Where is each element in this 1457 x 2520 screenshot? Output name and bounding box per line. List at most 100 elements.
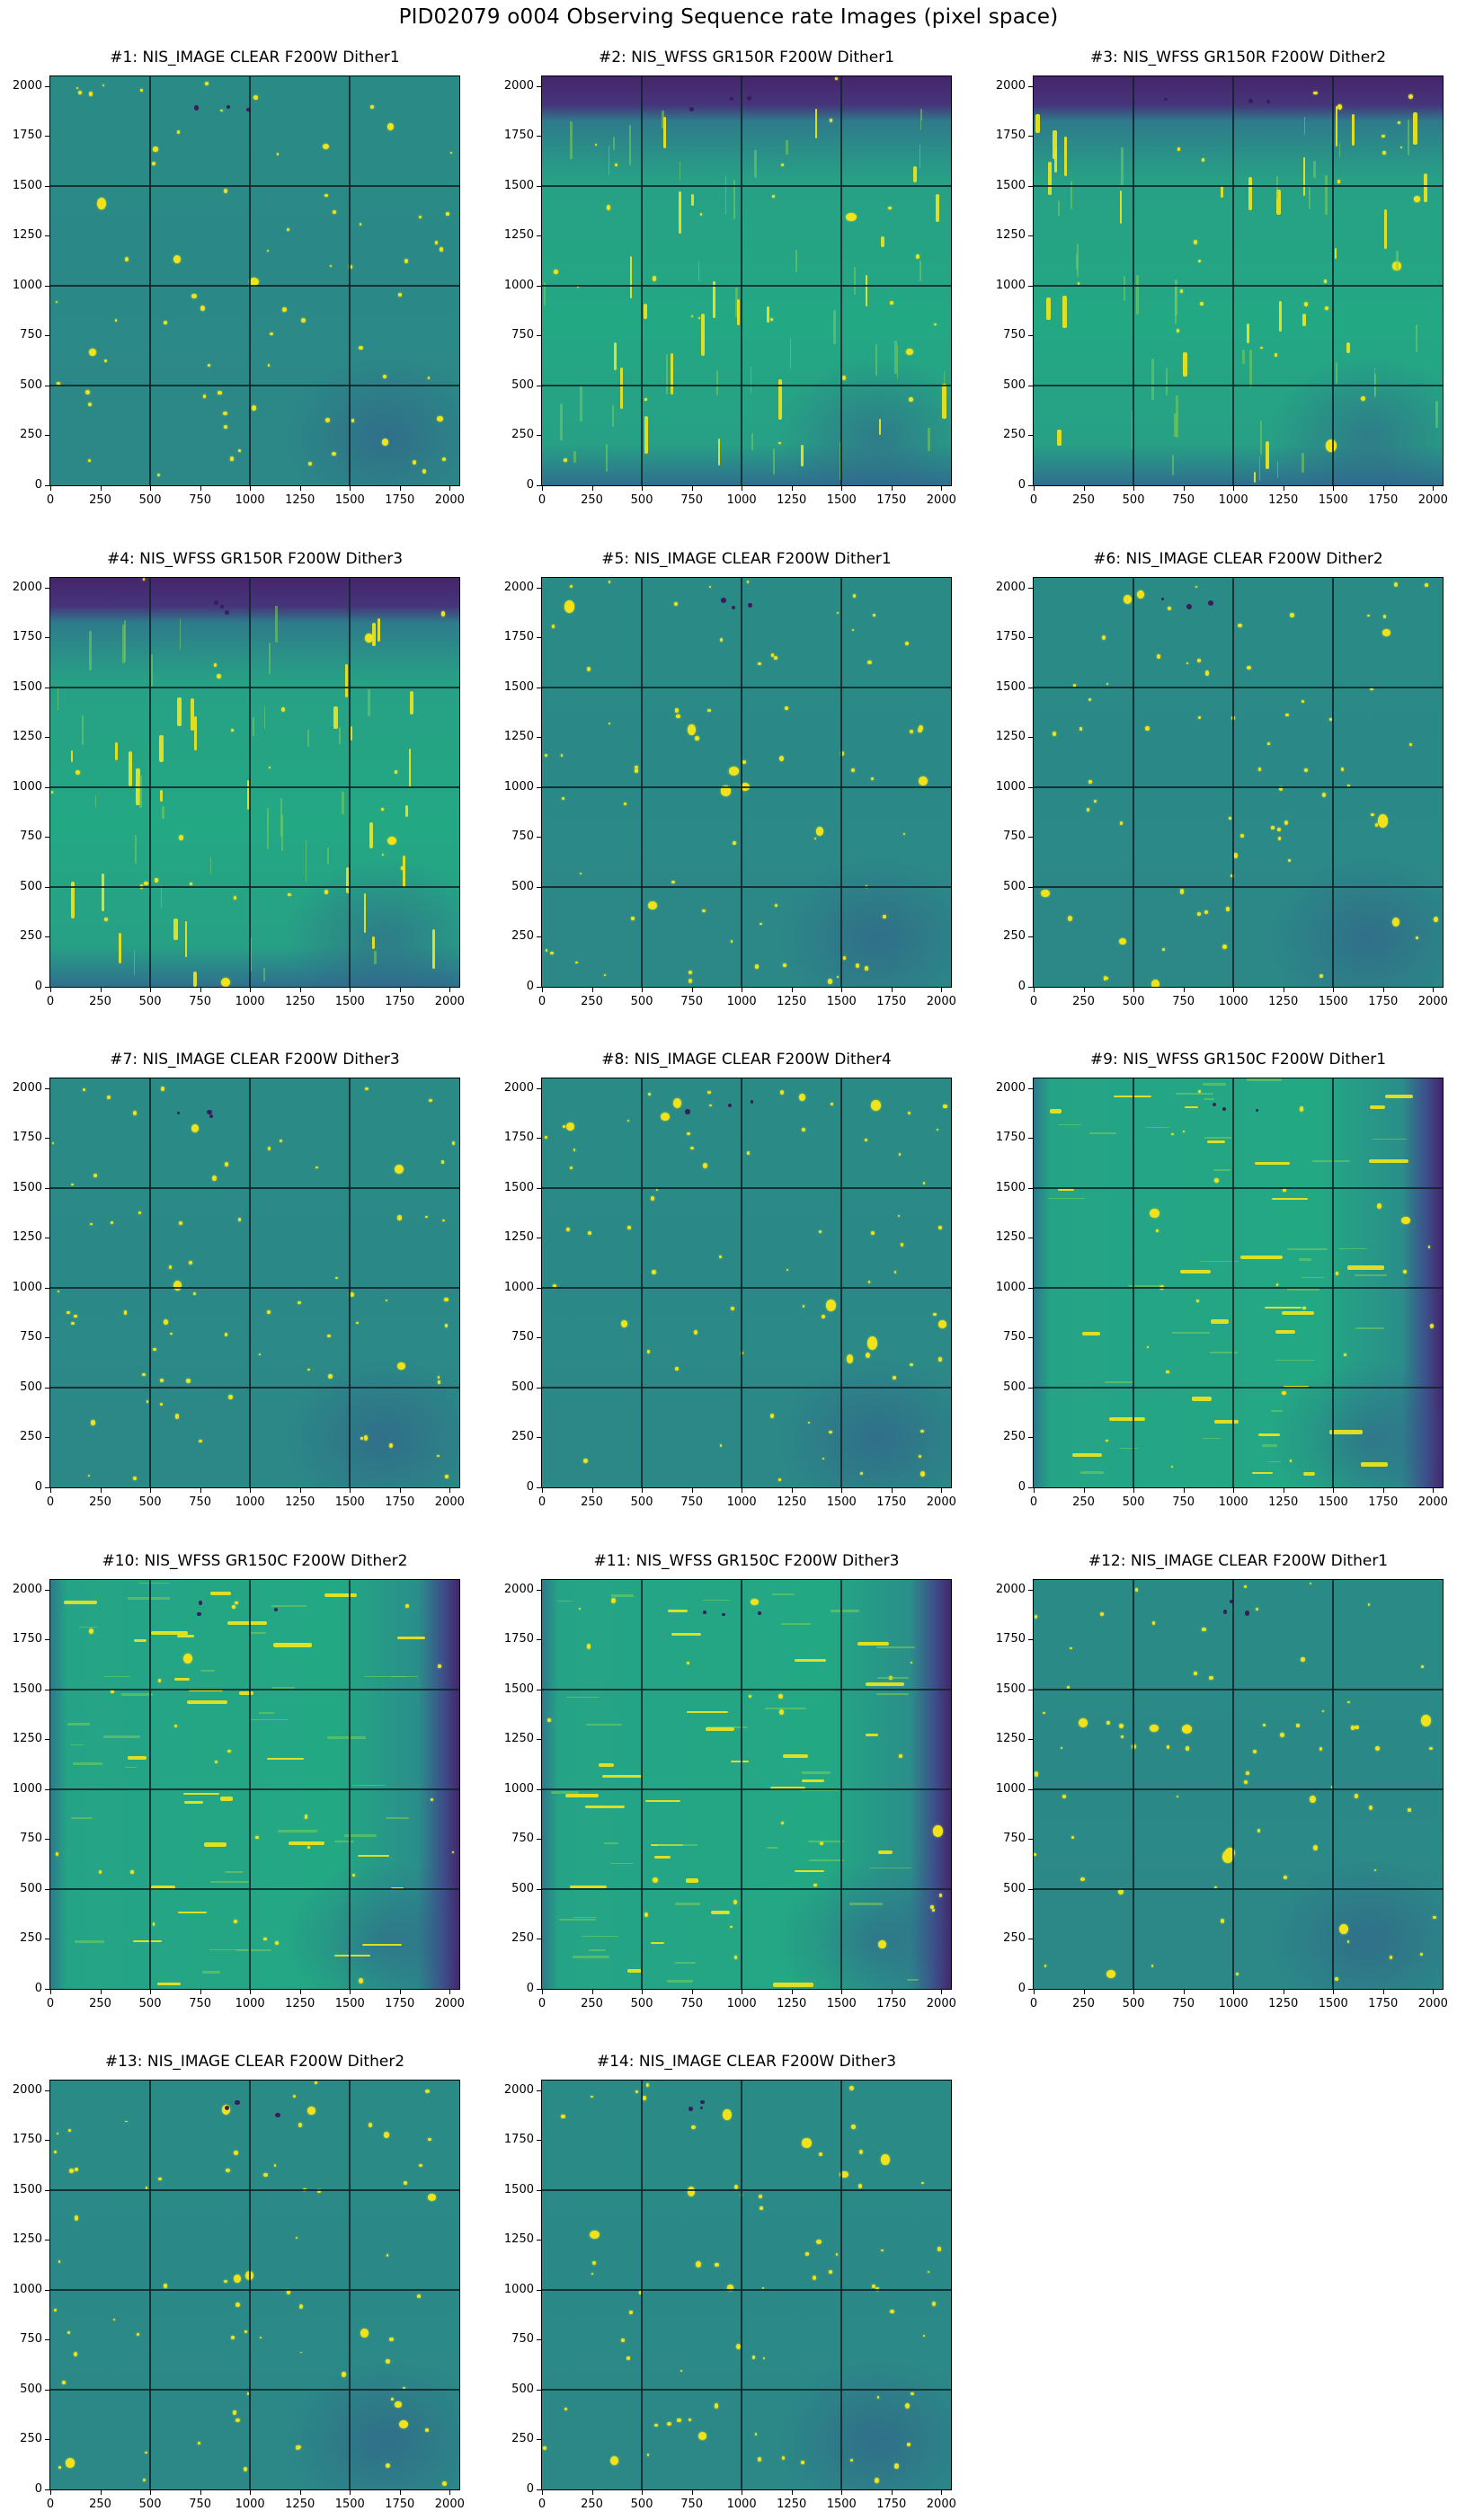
y-tick-label: 0: [34, 478, 42, 492]
source-blob: [1194, 1672, 1197, 1675]
source-blob: [802, 2138, 812, 2148]
x-tick-label: 750: [680, 995, 704, 1008]
dispersed-spectrum: [150, 1886, 176, 1890]
dispersed-spectrum: [608, 146, 610, 175]
y-tick-label: 750: [1003, 1832, 1026, 1846]
source-blob: [50, 791, 53, 794]
source-blob: [382, 439, 389, 446]
y-tick-label: 2000: [12, 78, 42, 93]
dispersed-spectrum: [121, 625, 125, 663]
dispersed-spectrum: [1435, 400, 1438, 428]
x-tick-mark: [250, 486, 252, 491]
gridline-horizontal: [1034, 1186, 1443, 1189]
dispersed-spectrum: [566, 1697, 600, 1699]
dispersed-spectrum: [581, 1935, 619, 1938]
dispersed-spectrum: [1255, 1162, 1291, 1166]
dispersed-spectrum: [586, 1724, 622, 1726]
dispersed-spectrum: [1354, 1273, 1387, 1276]
source-blob: [231, 1605, 235, 1609]
gridline-horizontal: [50, 1688, 459, 1690]
x-tick-label: 500: [630, 2498, 653, 2511]
image-axes: [49, 577, 460, 988]
source-blob: [141, 1372, 147, 1377]
source-blob: [428, 377, 431, 379]
y-tick-mark: [1028, 1187, 1033, 1189]
source-blob: [730, 940, 733, 943]
source-blob: [646, 1350, 651, 1354]
dark-pixel: [1255, 1108, 1258, 1113]
source-blob: [237, 449, 241, 453]
image-axes: [1033, 577, 1444, 988]
y-tick-label: 1500: [503, 2182, 534, 2196]
dispersed-spectrum: [174, 1678, 190, 1681]
source-blob: [370, 105, 374, 110]
y-tick-mark: [537, 1138, 541, 1140]
dispersed-spectrum: [1109, 1416, 1146, 1422]
x-tick-mark: [791, 988, 793, 992]
source-blob: [168, 1264, 172, 1269]
source-blob: [207, 363, 210, 367]
y-tick-mark: [45, 1839, 49, 1841]
dispersed-spectrum: [326, 1736, 366, 1739]
dispersed-spectrum: [189, 1689, 224, 1692]
source-blob: [1168, 607, 1172, 610]
source-blob: [1196, 658, 1201, 663]
source-blob: [635, 768, 639, 773]
source-blob: [327, 1334, 331, 1337]
source-blob: [550, 952, 554, 955]
source-blob: [1351, 1726, 1355, 1730]
source-blob: [332, 451, 337, 456]
source-blob: [813, 837, 817, 839]
dispersed-spectrum: [764, 1708, 807, 1710]
x-tick-label: 750: [1172, 1495, 1195, 1509]
x-tick-label: 750: [189, 1997, 212, 2010]
source-blob: [56, 2132, 59, 2135]
dispersed-spectrum: [609, 1863, 633, 1865]
y-tick-mark: [45, 886, 49, 888]
source-blob: [761, 2287, 764, 2289]
source-blob: [746, 1151, 751, 1156]
dispersed-spectrum: [1172, 1331, 1210, 1335]
image-panel: #6: NIS_IMAGE CLEAR F200W Dither2 0 250 500…: [996, 550, 1448, 1008]
source-blob: [365, 1087, 369, 1090]
source-blob: [1170, 1132, 1174, 1136]
x-tick-mark: [1133, 988, 1135, 992]
dispersed-spectrum: [72, 1761, 102, 1765]
source-blob: [324, 890, 329, 895]
source-blob: [175, 1414, 180, 1419]
source-blob: [74, 2351, 78, 2356]
y-tick-label: 0: [1017, 478, 1026, 492]
x-tick-mark: [1034, 988, 1035, 992]
gridline-vertical: [1133, 578, 1135, 987]
source-blob: [382, 374, 387, 379]
y-tick-mark: [45, 335, 49, 337]
dark-pixel: [748, 603, 752, 608]
dark-pixel: [207, 1110, 212, 1115]
x-tick-label: 0: [537, 995, 546, 1008]
dispersed-spectrum: [626, 1968, 642, 1974]
gridline-horizontal: [542, 1386, 951, 1389]
source-blob: [775, 903, 777, 907]
source-blob: [723, 2109, 732, 2121]
source-blob: [1368, 1806, 1373, 1811]
dispersed-spectrum: [611, 1594, 635, 1597]
dispersed-spectrum: [645, 1799, 681, 1802]
source-blob: [145, 2187, 148, 2189]
x-tick-label: 1250: [1268, 1495, 1299, 1509]
source-blob: [1185, 1746, 1189, 1751]
source-blob: [232, 2410, 237, 2415]
x-tick-mark: [299, 486, 301, 491]
dispersed-spectrum: [1220, 184, 1224, 198]
source-blob: [1152, 1621, 1155, 1625]
dark-pixel: [1266, 100, 1270, 104]
source-blob: [781, 2455, 786, 2460]
source-blob: [66, 1310, 70, 1315]
source-blob: [1425, 583, 1428, 588]
x-tick-label: 500: [630, 493, 653, 507]
dispersed-spectrum: [1202, 1437, 1222, 1439]
source-blob: [1420, 1665, 1425, 1669]
x-tick-label: 1500: [334, 1495, 365, 1509]
x-tick-mark: [791, 486, 793, 491]
x-tick-mark: [1034, 1990, 1035, 1994]
dispersed-spectrum: [410, 691, 414, 715]
